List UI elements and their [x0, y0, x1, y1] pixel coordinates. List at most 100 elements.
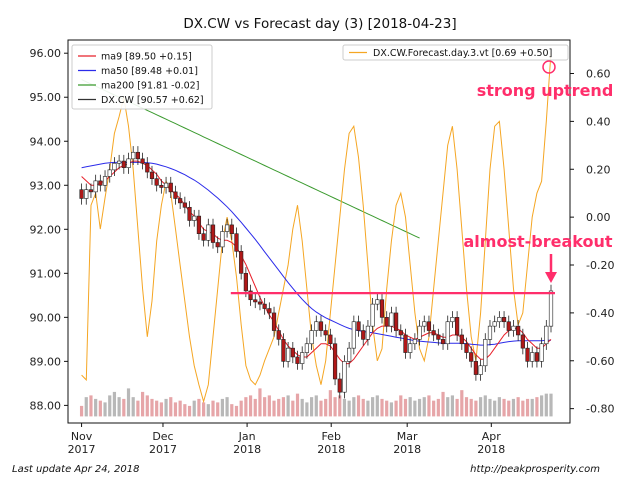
volume-bar: [436, 398, 440, 417]
volume-bar: [549, 393, 553, 417]
candle-body: [431, 330, 436, 336]
volume-bar: [272, 400, 276, 417]
candle-body: [276, 330, 281, 340]
candle-body: [88, 189, 94, 193]
left-tick-label: 89.00: [30, 355, 62, 368]
candle-body: [248, 290, 253, 301]
candle-body: [403, 334, 408, 353]
candle-body: [220, 231, 225, 248]
x-tick-label-year: 2017: [149, 443, 177, 456]
candle-body: [464, 343, 469, 353]
candle-body: [107, 169, 112, 177]
left-tick-label: 92.00: [30, 223, 62, 236]
volume-bar: [220, 398, 224, 417]
x-tick-label-month: Dec: [152, 430, 173, 443]
volume-bar: [441, 391, 445, 417]
candle-body: [135, 151, 141, 160]
candle-body: [271, 312, 277, 331]
candle-body: [196, 215, 202, 235]
volume-bar: [300, 398, 304, 417]
volume-bar: [474, 400, 478, 417]
candle-body: [455, 317, 460, 336]
volume-bar: [389, 402, 393, 417]
candle-body: [440, 339, 446, 345]
candle-body: [314, 321, 319, 331]
volume-bar: [253, 398, 257, 417]
volume-bar: [155, 400, 159, 417]
volume-bar: [112, 391, 117, 417]
x-tick-label-month: Jan: [238, 430, 256, 443]
left-tick-label: 94.00: [30, 135, 62, 148]
volume-bar: [277, 398, 281, 417]
volume-bar: [178, 400, 182, 417]
volume-bar: [216, 402, 220, 417]
candle-body: [375, 299, 380, 305]
volume-bar: [159, 402, 163, 417]
candle-body: [544, 325, 549, 345]
volume-bar: [234, 405, 239, 417]
right-tick-label: 0.60: [586, 68, 611, 81]
candle-body: [84, 189, 89, 199]
candle-body: [229, 224, 234, 235]
x-tick-label-year: 2018: [233, 443, 261, 456]
candle-body: [356, 321, 361, 331]
candle-body: [173, 191, 178, 199]
candle-body: [450, 317, 455, 323]
candle-body: [318, 321, 324, 331]
candle-body: [168, 182, 173, 193]
volume-bar: [356, 395, 361, 417]
volume-bar: [150, 398, 154, 417]
x-tick-label-year: 2018: [393, 443, 421, 456]
candle-body: [483, 339, 488, 367]
candle-layer: [79, 146, 554, 399]
volume-bar: [375, 395, 379, 417]
volume-bar: [94, 398, 98, 417]
legend-left-label: ma200 [91.81 -0.02]: [101, 81, 199, 92]
volume-layer: [79, 388, 553, 417]
right-tick-label: 0.00: [586, 211, 611, 224]
volume-bar: [89, 395, 93, 417]
breakout-arrow-head: [545, 272, 557, 283]
volume-bar: [122, 398, 126, 417]
volume-bar: [511, 398, 516, 417]
left-tick-label: 96.00: [30, 47, 62, 60]
volume-bar: [211, 400, 215, 417]
candle-body: [192, 215, 197, 221]
volume-bar: [328, 390, 332, 417]
candle-body: [328, 334, 333, 345]
almost-breakout-label: almost-breakout: [464, 232, 613, 251]
volume-bar: [488, 398, 492, 417]
left-tick-label: 95.00: [30, 91, 62, 104]
volume-bar: [319, 400, 323, 417]
volume-bar: [469, 398, 473, 417]
candle-body: [234, 233, 239, 252]
legend-left: ma9 [89.50 +0.15] ma50 [89.48 +0.01] ma200…: [71, 44, 213, 110]
volume-bar: [394, 400, 398, 417]
x-tick-label-month: Apr: [482, 430, 502, 443]
candle-body: [286, 347, 291, 362]
candle-body: [323, 330, 328, 336]
candle-body: [398, 330, 403, 336]
candle-body: [304, 343, 309, 353]
candle-body: [525, 347, 530, 362]
candle-body: [140, 158, 145, 164]
volume-bar: [502, 398, 506, 417]
candle-body: [295, 356, 300, 364]
volume-bar: [324, 398, 328, 417]
left-tick-label: 88.00: [30, 399, 62, 412]
candle-body: [257, 301, 263, 305]
volume-bar: [145, 395, 149, 417]
candle-body: [187, 206, 192, 221]
candle-body: [370, 303, 375, 327]
candle-body: [163, 182, 169, 188]
volume-bar: [305, 402, 309, 417]
volume-bar: [197, 398, 201, 417]
volume-bar: [497, 397, 501, 417]
x-tick-label-month: Nov: [71, 430, 93, 443]
volume-bar: [446, 397, 450, 417]
candle-body: [243, 273, 248, 292]
candle-body: [520, 334, 525, 349]
volume-bar: [286, 395, 290, 417]
candle-body: [309, 330, 314, 345]
